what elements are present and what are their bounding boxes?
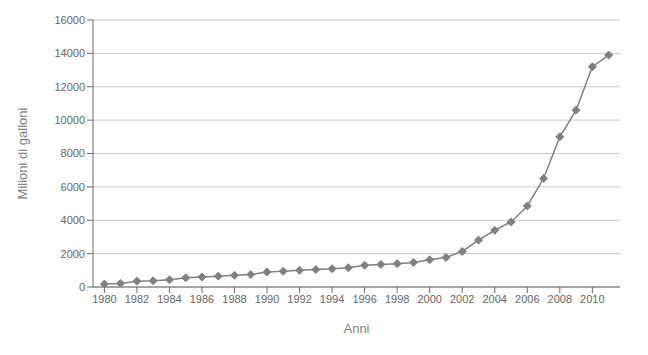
svg-text:1982: 1982: [125, 293, 149, 305]
svg-text:4000: 4000: [61, 214, 85, 226]
svg-text:2000: 2000: [417, 293, 441, 305]
svg-text:0: 0: [79, 281, 85, 293]
svg-text:1984: 1984: [157, 293, 181, 305]
svg-text:Milioni di galloni: Milioni di galloni: [15, 108, 30, 200]
svg-text:2010: 2010: [580, 293, 604, 305]
svg-text:1988: 1988: [222, 293, 246, 305]
svg-text:1990: 1990: [255, 293, 279, 305]
svg-text:6000: 6000: [61, 181, 85, 193]
svg-text:2004: 2004: [483, 293, 507, 305]
svg-text:1996: 1996: [352, 293, 376, 305]
svg-text:2000: 2000: [61, 248, 85, 260]
svg-text:2006: 2006: [515, 293, 539, 305]
svg-text:10000: 10000: [54, 114, 85, 126]
svg-text:16000: 16000: [54, 14, 85, 26]
svg-text:12000: 12000: [54, 81, 85, 93]
svg-text:1998: 1998: [385, 293, 409, 305]
svg-text:2008: 2008: [548, 293, 572, 305]
svg-text:1980: 1980: [92, 293, 116, 305]
svg-text:14000: 14000: [54, 47, 85, 59]
svg-text:2002: 2002: [450, 293, 474, 305]
svg-text:8000: 8000: [61, 147, 85, 159]
svg-text:1986: 1986: [190, 293, 214, 305]
svg-text:1994: 1994: [320, 293, 344, 305]
svg-text:1992: 1992: [287, 293, 311, 305]
svg-text:Anni: Anni: [343, 321, 369, 336]
